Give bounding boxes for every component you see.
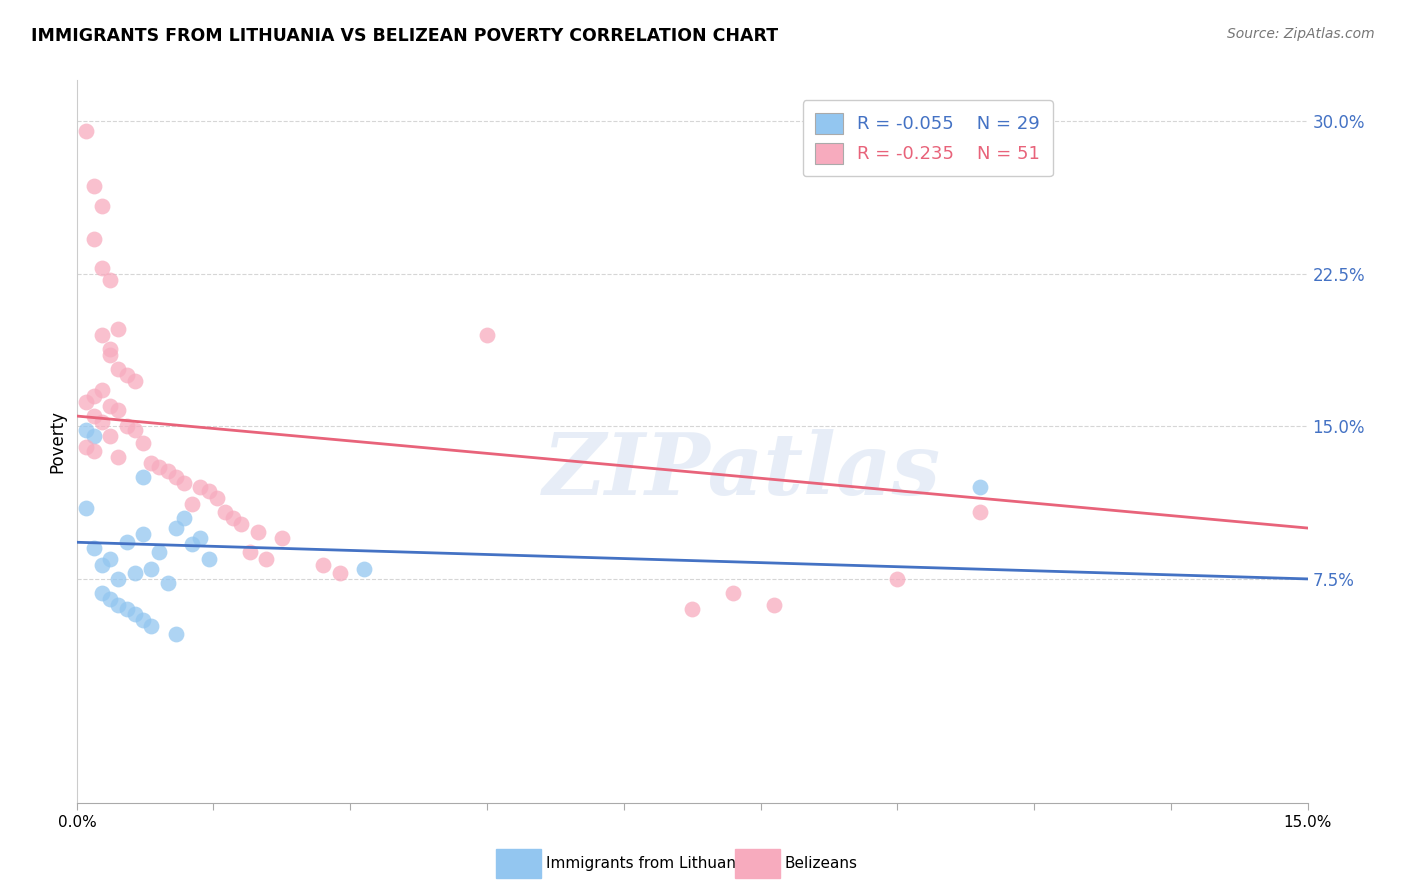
Point [165, 470, 187, 484]
Point [83, 179, 105, 194]
Point [132, 470, 155, 484]
Point [148, 545, 170, 559]
Point [205, 491, 228, 505]
Point [98, 551, 121, 566]
Point [141, 562, 163, 576]
Text: Belizeans: Belizeans [785, 856, 858, 871]
Point [75, 423, 97, 437]
Point [107, 572, 129, 586]
Point [969, 505, 991, 519]
Point [254, 551, 277, 566]
Point [83, 232, 105, 246]
Point [124, 566, 146, 580]
Point [83, 443, 105, 458]
Point [107, 450, 129, 464]
Point [90, 383, 114, 397]
Point [141, 456, 163, 470]
Point [214, 505, 236, 519]
Text: IMMIGRANTS FROM LITHUANIA VS BELIZEAN POVERTY CORRELATION CHART: IMMIGRANTS FROM LITHUANIA VS BELIZEAN PO… [31, 27, 778, 45]
Point [231, 516, 253, 531]
Point [132, 527, 155, 541]
Point [75, 440, 97, 454]
Point [197, 484, 219, 499]
Point [115, 419, 138, 434]
Point [723, 586, 745, 600]
Point [107, 403, 129, 417]
Point [90, 199, 114, 213]
Point [90, 558, 114, 572]
Legend: R = -0.055    N = 29, R = -0.235    N = 51: R = -0.055 N = 29, R = -0.235 N = 51 [803, 100, 1053, 176]
Point [107, 599, 129, 613]
Point [188, 480, 212, 494]
Point [90, 260, 114, 275]
Point [156, 576, 179, 591]
Point [969, 480, 991, 494]
Point [90, 327, 114, 342]
Point [98, 342, 121, 356]
Point [173, 511, 195, 525]
Point [98, 273, 121, 287]
Point [98, 429, 121, 443]
Point [115, 368, 138, 383]
Point [124, 607, 146, 621]
Point [132, 435, 155, 450]
Point [141, 618, 163, 632]
Point [75, 500, 97, 515]
Point [181, 537, 204, 551]
Point [83, 541, 105, 556]
Point [98, 348, 121, 362]
Point [165, 521, 187, 535]
Text: Immigrants from Lithuania: Immigrants from Lithuania [546, 856, 749, 871]
Point [886, 572, 908, 586]
Point [353, 562, 375, 576]
Point [477, 327, 499, 342]
Point [682, 602, 704, 616]
Point [83, 389, 105, 403]
Point [148, 460, 170, 475]
Text: ZIPatlas: ZIPatlas [543, 429, 941, 512]
Point [107, 321, 129, 335]
Point [115, 535, 138, 549]
Point [98, 399, 121, 413]
Point [75, 395, 97, 409]
Point [197, 551, 219, 566]
Text: Source: ZipAtlas.com: Source: ZipAtlas.com [1227, 27, 1375, 41]
Point [124, 423, 146, 437]
Point [329, 566, 352, 580]
Point [246, 525, 269, 540]
Point [132, 613, 155, 627]
Point [90, 415, 114, 429]
Point [156, 464, 179, 478]
Point [124, 375, 146, 389]
Point [98, 592, 121, 607]
Point [173, 476, 195, 491]
Point [763, 599, 786, 613]
Point [90, 586, 114, 600]
Point [181, 497, 204, 511]
Point [107, 362, 129, 376]
Point [83, 429, 105, 443]
Point [188, 531, 212, 545]
Y-axis label: Poverty: Poverty [48, 410, 66, 473]
Point [312, 558, 335, 572]
Point [83, 409, 105, 423]
Point [165, 627, 187, 641]
Point [222, 511, 245, 525]
Point [271, 531, 294, 545]
Point [75, 124, 97, 138]
Point [239, 545, 262, 559]
Point [115, 602, 138, 616]
